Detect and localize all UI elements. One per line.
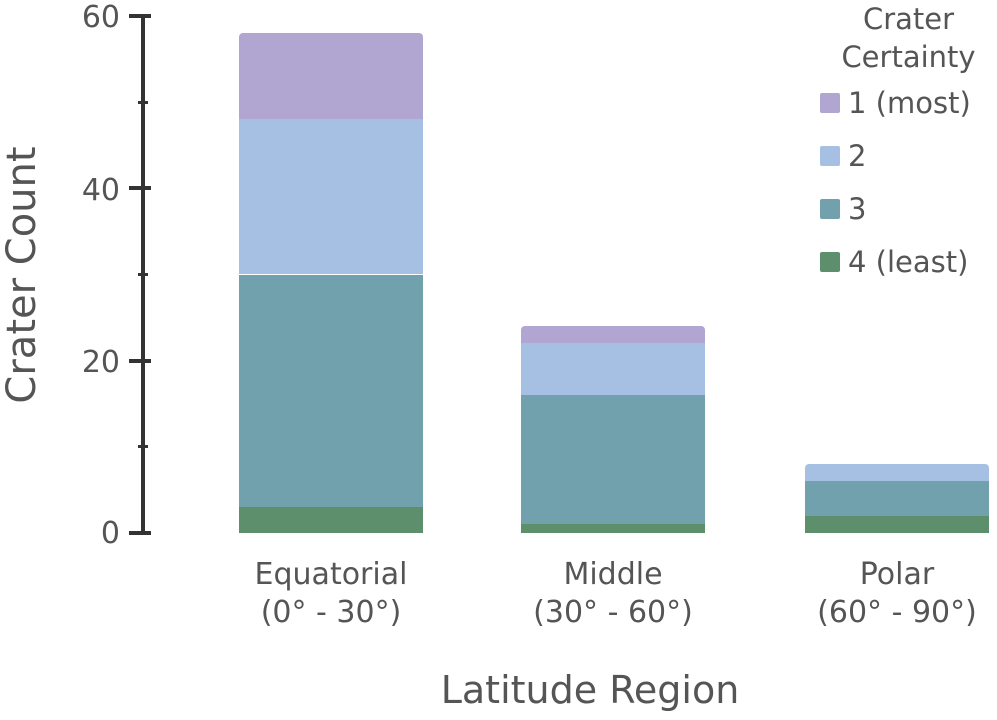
major-tick [129,186,151,191]
legend-swatch-icon [820,251,840,272]
category-name: Middle [563,557,663,592]
minor-tick [138,273,148,276]
legend-item-3: 3 [820,182,997,235]
y-tick-label: 20 [81,345,120,380]
bar-segment [239,507,423,533]
major-tick [129,358,151,363]
legend-swatch-icon [820,92,840,113]
bar-segment [805,464,989,482]
legend-title-line: Certainty [841,40,976,74]
legend-item-2: 2 [820,129,997,182]
y-tick-label: 60 [81,0,120,35]
major-tick [129,14,151,18]
bar-1 [239,33,423,533]
bar-segment [805,481,989,516]
legend-label: 2 [848,138,867,173]
legend: Crater Certainty 1 (most) 2 3 4 (least) [820,0,997,288]
legend-label: 3 [848,191,867,226]
legend-swatch-icon [820,198,840,219]
bar-segment [239,274,423,508]
bar-segment [239,33,423,120]
bar-2 [521,326,705,533]
bar-segment [805,515,989,533]
x-axis-title: Latitude Region [440,668,740,712]
legend-label: 1 (most) [848,85,971,120]
category-range: (30° - 60°) [533,595,693,630]
bar-3 [805,464,989,533]
bar-segment [521,343,705,396]
y-axis-title: Crater Count [0,146,45,404]
bar-segment [521,524,705,533]
x-category-label: Equatorial (0° - 30°) [211,556,451,632]
y-tick-label: 0 [100,516,120,551]
minor-tick [138,445,148,449]
legend-title: Crater Certainty [820,0,997,76]
minor-tick [138,100,148,104]
x-category-label: Polar (60° - 90°) [777,556,997,632]
category-range: (60° - 90°) [817,595,977,630]
legend-label: 4 (least) [848,244,969,279]
x-category-label: Middle (30° - 60°) [493,556,733,632]
category-name: Equatorial [254,557,408,592]
legend-item-1: 1 (most) [820,76,997,129]
category-name: Polar [859,557,935,592]
legend-swatch-icon [820,145,840,166]
major-tick [129,531,151,535]
legend-title-line: Crater [862,2,955,36]
bar-segment [239,119,423,275]
category-range: (0° - 30°) [260,595,402,630]
bar-segment [521,326,705,344]
legend-item-4: 4 (least) [820,235,997,288]
y-tick-label: 40 [81,173,120,208]
bar-segment [521,395,705,525]
